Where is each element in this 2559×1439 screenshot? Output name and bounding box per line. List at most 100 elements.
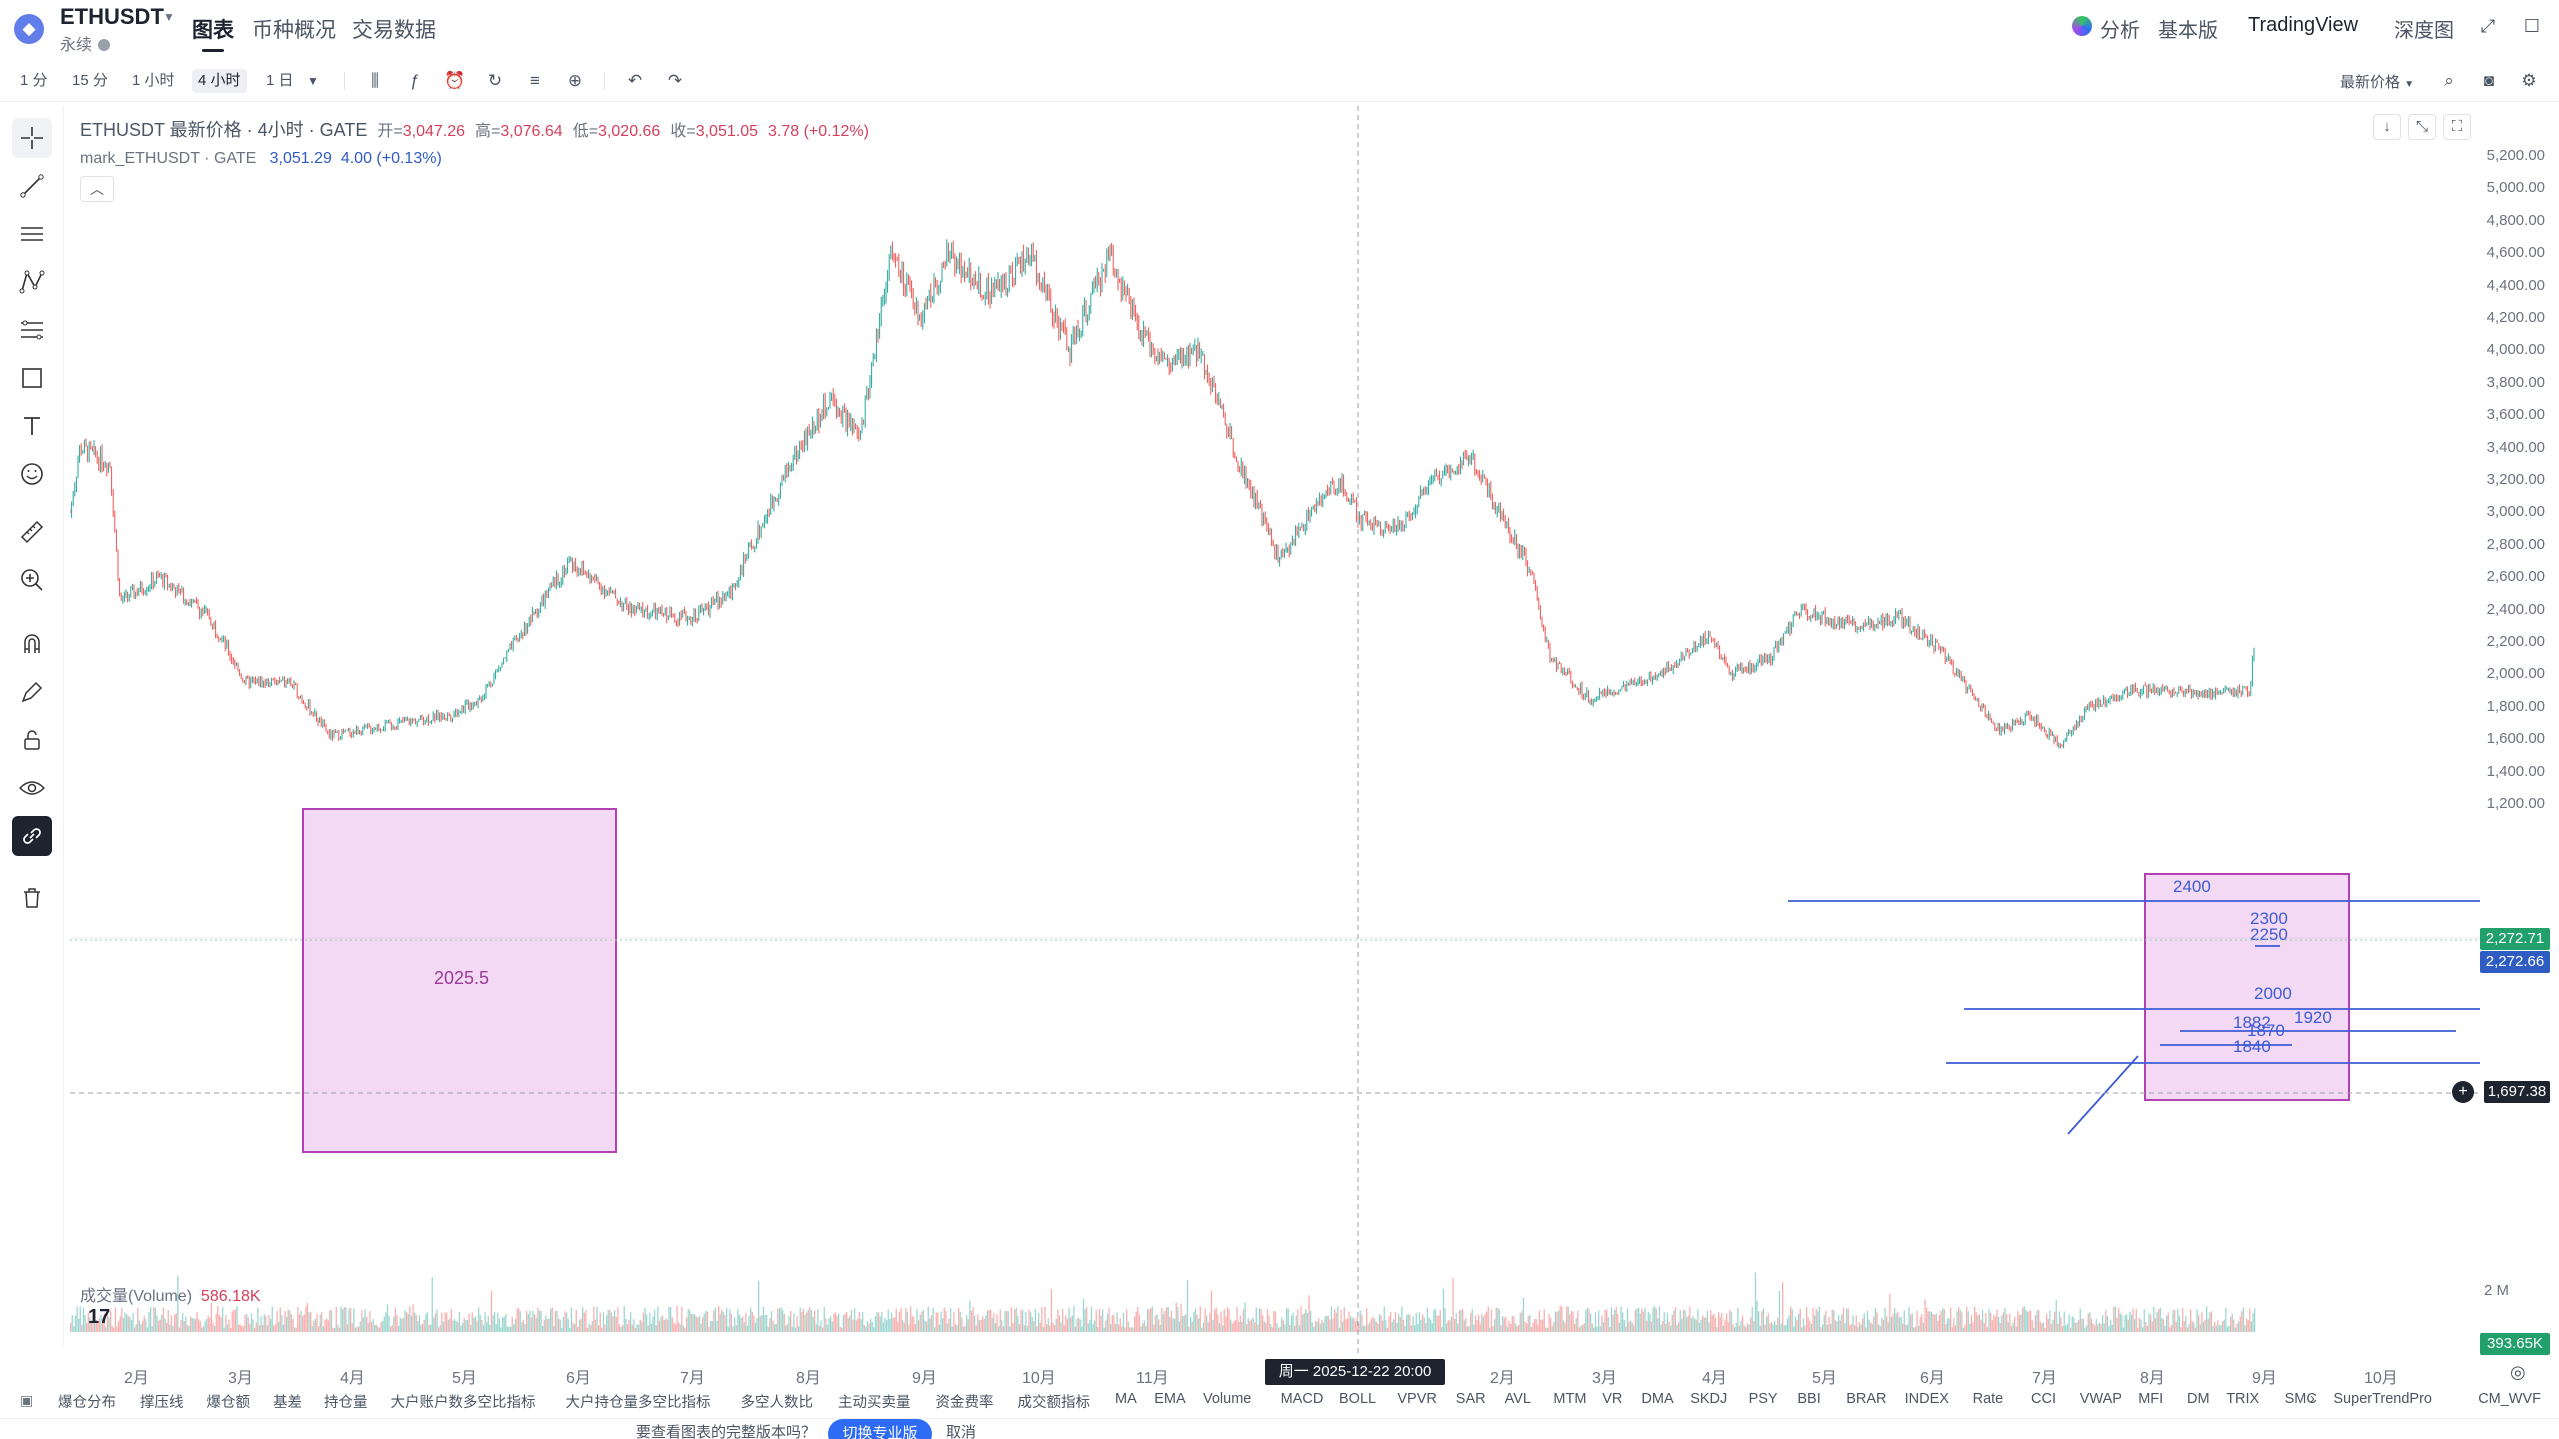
- lock-drawings-tool[interactable]: [12, 720, 52, 760]
- indicator-item[interactable]: Volume: [1203, 1391, 1252, 1407]
- indicator-item[interactable]: MTM: [1553, 1391, 1587, 1407]
- price-type-selector[interactable]: 最新价格 ▼: [2340, 71, 2414, 92]
- indicator-item[interactable]: SuperTrendPro: [2333, 1391, 2432, 1407]
- trendline-support[interactable]: [2067, 1055, 2139, 1135]
- indicator-item[interactable]: 爆仓额: [206, 1395, 251, 1411]
- indicators-icon[interactable]: ƒ: [410, 71, 420, 90]
- indicator-item[interactable]: SKDJ: [1690, 1391, 1728, 1407]
- camera-icon[interactable]: ◙: [2483, 71, 2495, 90]
- indicator-item[interactable]: BBI: [1797, 1391, 1821, 1407]
- symbol-selector[interactable]: ETHUSDT: [60, 4, 164, 29]
- timeframe-1m[interactable]: 1 分: [20, 72, 48, 89]
- indicator-item[interactable]: CM_WVF: [2478, 1391, 2542, 1407]
- indicator-item[interactable]: 撑压线: [140, 1395, 184, 1411]
- indicator-item[interactable]: SAR: [1455, 1391, 1486, 1407]
- basic-version-button[interactable]: 基本版: [2158, 20, 2218, 42]
- indicator-item[interactable]: MFI: [2138, 1391, 2164, 1407]
- tab-trade-data[interactable]: 交易数据: [352, 19, 436, 42]
- redo-icon[interactable]: ↷: [667, 71, 683, 90]
- indicator-item[interactable]: 主动买卖量: [838, 1395, 911, 1411]
- cancel-link[interactable]: 取消: [946, 1424, 977, 1439]
- more-timeframes-chevron-icon[interactable]: ▼: [307, 74, 319, 88]
- hide-drawings-tool[interactable]: [12, 768, 52, 808]
- indicator-item[interactable]: 成交额指标: [1017, 1395, 1091, 1411]
- indicator-item[interactable]: BRAR: [1846, 1391, 1887, 1407]
- indicator-item[interactable]: 大户账户数多空比指标: [390, 1395, 536, 1411]
- indicator-item[interactable]: SMC: [2284, 1391, 2317, 1407]
- add-alert-plus-icon[interactable]: +: [2452, 1081, 2474, 1103]
- timeframe-15m[interactable]: 15 分: [72, 72, 108, 89]
- chevron-right-icon[interactable]: ›: [2310, 1391, 2315, 1407]
- indicator-item[interactable]: 大户持仓量多空比指标: [565, 1395, 711, 1411]
- timeframe-1h[interactable]: 1 小时: [132, 72, 175, 89]
- indicator-item[interactable]: AVL: [1504, 1391, 1531, 1407]
- depth-chart-button[interactable]: 深度图: [2394, 20, 2454, 42]
- chevron-down-icon[interactable]: ▼: [163, 10, 175, 24]
- indicator-item[interactable]: 基差: [273, 1395, 302, 1411]
- emoji-tool[interactable]: [12, 454, 52, 494]
- volume-bar: [1810, 1323, 1813, 1332]
- search-icon[interactable]: ⌕: [2444, 71, 2454, 90]
- indicator-item[interactable]: INDEX: [1904, 1391, 1949, 1407]
- price-axis[interactable]: 5,200.00 5,000.00 4,800.00 4,600.00 4,400.00…: [2480, 106, 2559, 1356]
- drawing-mode-tool[interactable]: [12, 672, 52, 712]
- template-icon[interactable]: ≡: [530, 71, 540, 90]
- tab-coin-overview[interactable]: 币种概况: [252, 19, 336, 42]
- indicator-item[interactable]: CCI: [2031, 1391, 2056, 1407]
- switch-pro-button[interactable]: 切换专业版: [828, 1419, 932, 1439]
- alert-icon[interactable]: ⏰: [444, 71, 466, 90]
- fibonacci-tool[interactable]: [12, 310, 52, 350]
- info-icon[interactable]: [98, 39, 111, 51]
- zoom-tool[interactable]: [12, 560, 52, 600]
- pattern-tool[interactable]: [12, 262, 52, 302]
- indicator-item[interactable]: BOLL: [1339, 1391, 1377, 1407]
- candle-type-icon[interactable]: ⫼: [371, 71, 379, 90]
- indicator-item[interactable]: DMA: [1641, 1391, 1674, 1407]
- indicator-item[interactable]: 爆仓分布: [58, 1395, 116, 1411]
- tradingview-button[interactable]: TradingView: [2248, 14, 2359, 36]
- magnet-tool[interactable]: [12, 624, 52, 664]
- indicator-item[interactable]: EMA: [1154, 1391, 1186, 1407]
- delete-drawings-tool[interactable]: [12, 878, 52, 918]
- ruler-tool[interactable]: [12, 512, 52, 552]
- analysis-button[interactable]: 分析: [2100, 20, 2140, 42]
- maximize-icon[interactable]: ⛶: [2443, 114, 2471, 140]
- indicator-item[interactable]: 资金费率: [935, 1395, 994, 1411]
- indicator-item[interactable]: TRIX: [2226, 1391, 2260, 1407]
- collapse-icon[interactable]: ⤡: [2408, 114, 2436, 140]
- replay-icon[interactable]: ↻: [487, 71, 503, 90]
- window-icon[interactable]: ☐: [2523, 16, 2541, 36]
- indicator-item[interactable]: MACD: [1280, 1391, 1324, 1407]
- undo-icon[interactable]: ↶: [627, 71, 643, 90]
- sync-drawings-tool[interactable]: [12, 816, 52, 856]
- crosshair-tool[interactable]: [12, 118, 52, 158]
- add-plugin-icon[interactable]: ⊕: [567, 71, 583, 90]
- tab-chart[interactable]: 图表: [192, 14, 234, 52]
- volume-bar: [1025, 1311, 1027, 1332]
- indicator-item[interactable]: DM: [2187, 1391, 2210, 1407]
- indicator-item[interactable]: PSY: [1748, 1391, 1778, 1407]
- indicator-item[interactable]: MA: [1115, 1391, 1137, 1407]
- calendar-icon[interactable]: ▣: [20, 1392, 34, 1408]
- drawing-box-1[interactable]: [302, 808, 617, 1153]
- indicator-item[interactable]: 多空人数比: [740, 1395, 814, 1411]
- timeframe-1d[interactable]: 1 日: [266, 72, 294, 89]
- collapse-legend-button[interactable]: ︿: [80, 176, 114, 202]
- indicator-item[interactable]: VR: [1602, 1391, 1623, 1407]
- ai-analysis-icon[interactable]: [2072, 16, 2092, 36]
- indicator-item[interactable]: Rate: [1972, 1391, 2004, 1407]
- indicator-item[interactable]: 持仓量: [324, 1395, 368, 1411]
- horizontal-lines-tool[interactable]: [12, 214, 52, 254]
- expand-icon[interactable]: ⤢: [2480, 16, 2496, 36]
- drawing-box-2[interactable]: [2144, 873, 2350, 1101]
- price-chart[interactable]: 2025.5 2400 2300 2250 2000 1920 1882 187…: [70, 106, 2480, 1356]
- rectangle-tool[interactable]: [12, 358, 52, 398]
- scroll-down-icon[interactable]: ↓: [2373, 114, 2401, 140]
- trendline-tool[interactable]: [12, 166, 52, 206]
- indicator-item[interactable]: VPVR: [1397, 1391, 1437, 1407]
- indicator-item[interactable]: VWAP: [2079, 1391, 2122, 1407]
- text-tool[interactable]: [12, 406, 52, 446]
- gear-icon[interactable]: ⚙: [2521, 71, 2537, 90]
- settings-circle-icon[interactable]: ◎: [2510, 1362, 2526, 1382]
- timeframe-4h[interactable]: 4 小时: [192, 69, 247, 93]
